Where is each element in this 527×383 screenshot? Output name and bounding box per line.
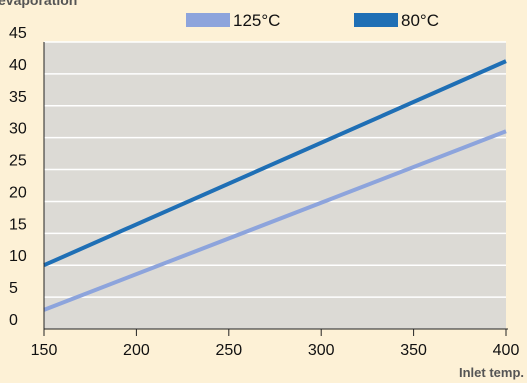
- y-tick-label-45: 45: [9, 25, 27, 42]
- legend-label-2: 80°C: [401, 11, 439, 30]
- plot-area: [44, 42, 506, 329]
- x-tick-label-350: 350: [400, 342, 427, 359]
- y-tick-label-30: 30: [9, 121, 27, 138]
- axes: [43, 42, 508, 330]
- y-tick-label-15: 15: [9, 216, 27, 233]
- legend: 125°C 80°C: [186, 11, 439, 30]
- y-tick-label-20: 20: [9, 184, 27, 201]
- x-tick-label-400: 400: [493, 342, 520, 359]
- legend-swatch-2: [354, 13, 398, 27]
- x-tick-label-150: 150: [31, 342, 58, 359]
- y-tick-label-35: 35: [9, 89, 27, 106]
- y-tick-label-25: 25: [9, 153, 27, 170]
- y-tick-label-10: 10: [9, 248, 27, 265]
- y-tick-label-5: 5: [9, 280, 18, 297]
- legend-swatch-1: [186, 13, 230, 27]
- series-layer: [43, 59, 507, 312]
- y-tick-label-0: 0: [9, 312, 18, 329]
- x-tick-label-250: 250: [215, 342, 242, 359]
- series-line-1: [43, 129, 507, 312]
- x-tick-label-200: 200: [123, 342, 150, 359]
- y-tick-labels: 0 5 10 15 20 25 30 35 40 45: [9, 25, 27, 329]
- x-axis-label: Inlet temp.: [459, 365, 524, 380]
- legend-label-1: 125°C: [233, 11, 280, 30]
- chart-title: evaporation: [0, 0, 77, 8]
- x-tick-labels: 150 200 250 300 350 400: [31, 329, 520, 359]
- series-line-2: [43, 59, 507, 268]
- x-tick-label-300: 300: [308, 342, 335, 359]
- y-tick-label-40: 40: [9, 57, 27, 74]
